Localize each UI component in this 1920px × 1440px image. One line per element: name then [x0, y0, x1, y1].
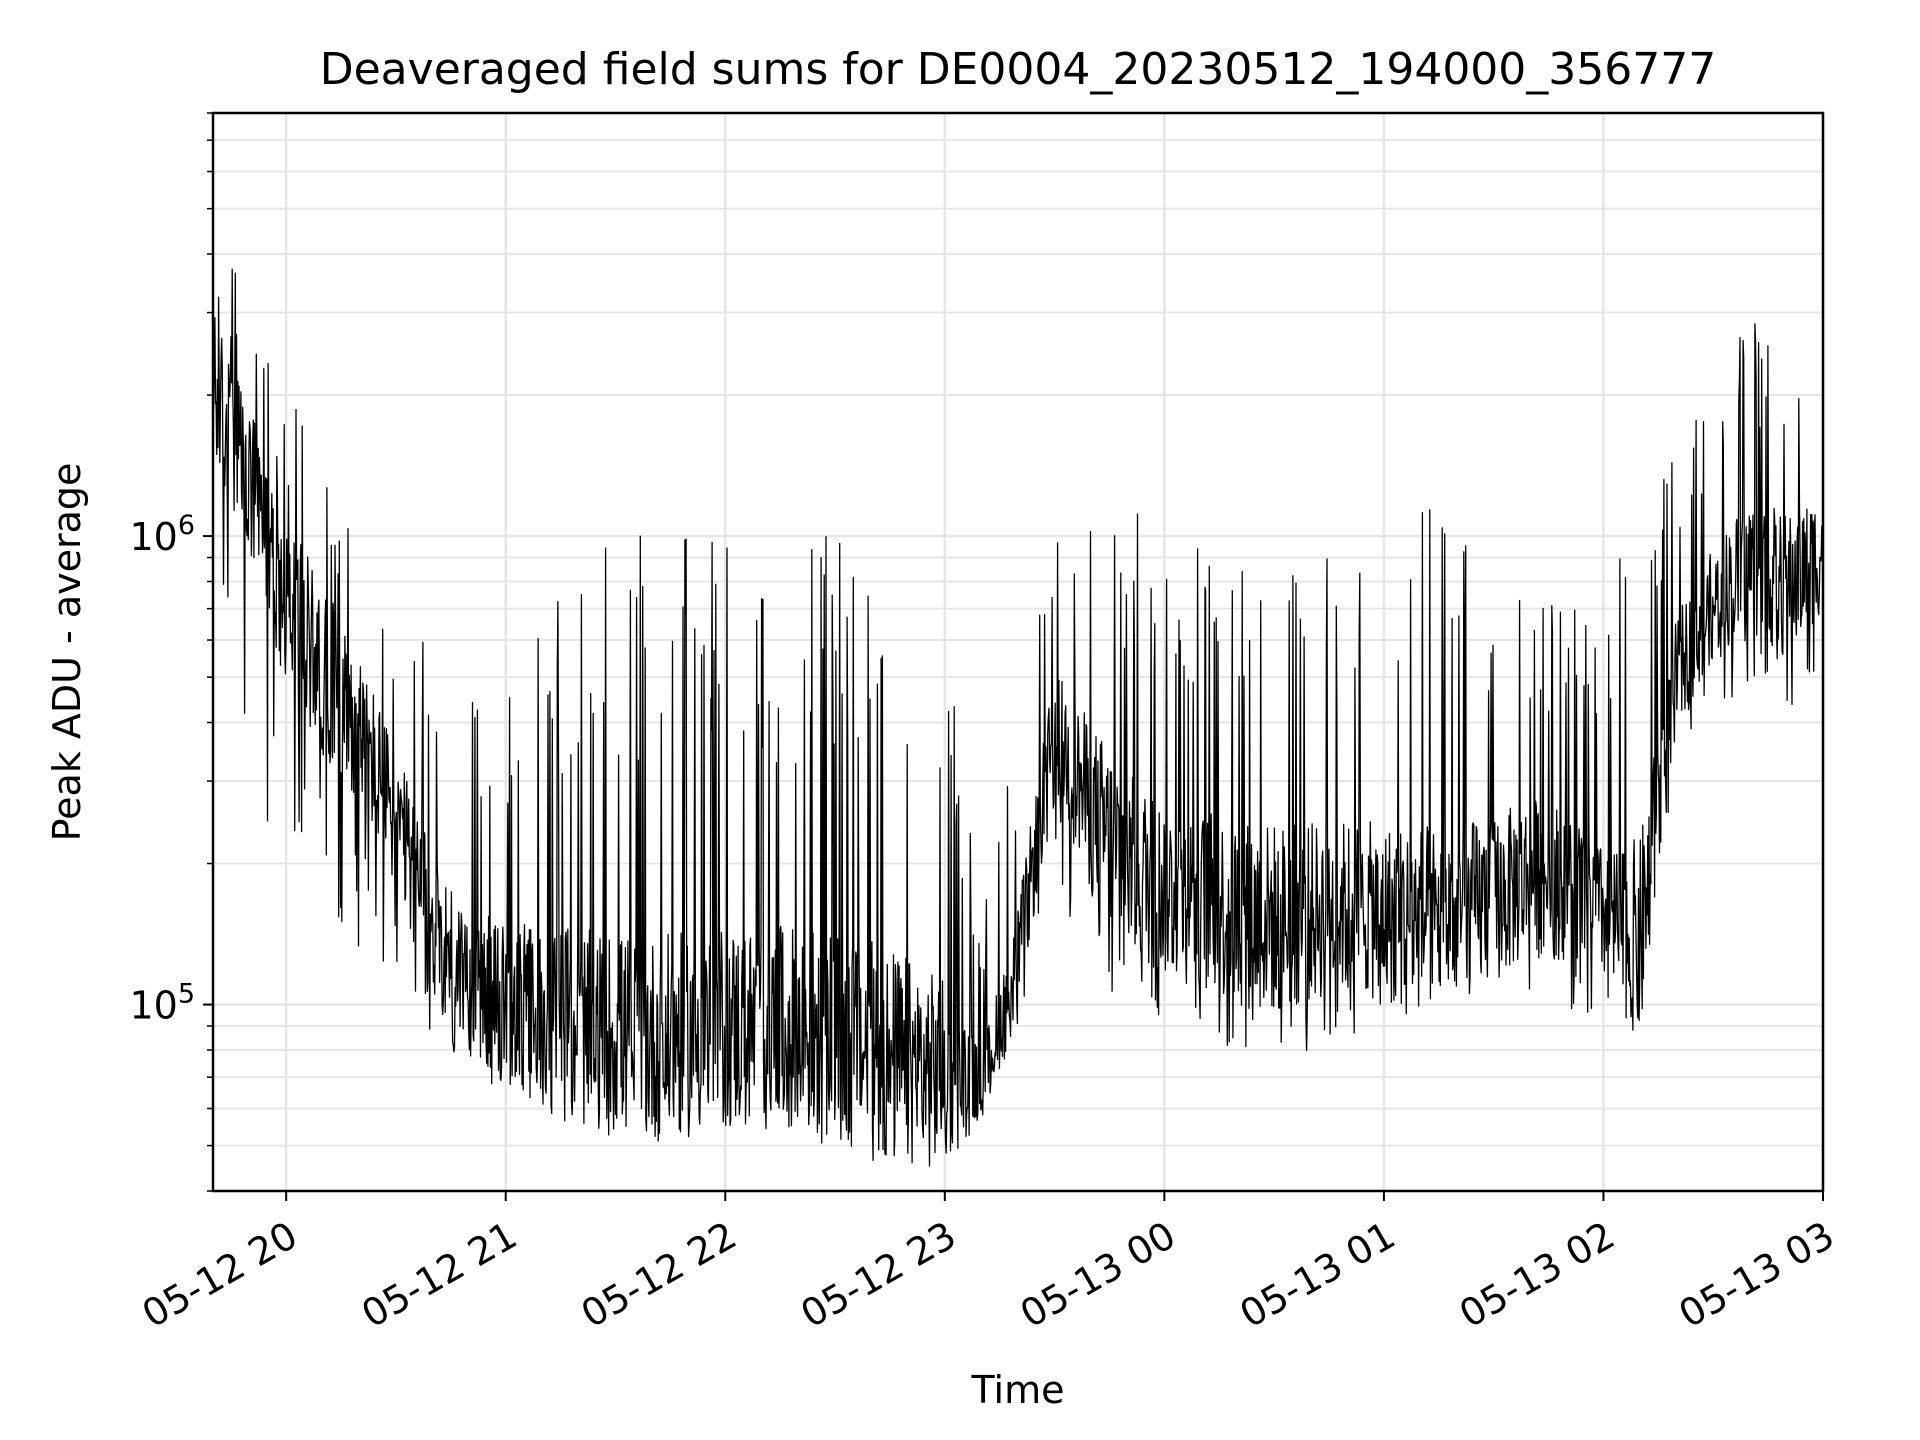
plot-frame [211, 111, 1825, 1193]
chart-title: Deaveraged field sums for DE0004_2023051… [320, 44, 1717, 95]
y-tick-label: 106 [129, 510, 195, 559]
series-line [212, 268, 1824, 1167]
y-tick-label: 105 [129, 979, 195, 1028]
y-axis: 105 106 [129, 112, 213, 1192]
y-axis-label: Peak ADU - average [45, 463, 89, 842]
plot-area [211, 111, 1825, 1193]
x-axis-label: Time [971, 1368, 1065, 1412]
data-series [212, 268, 1824, 1167]
